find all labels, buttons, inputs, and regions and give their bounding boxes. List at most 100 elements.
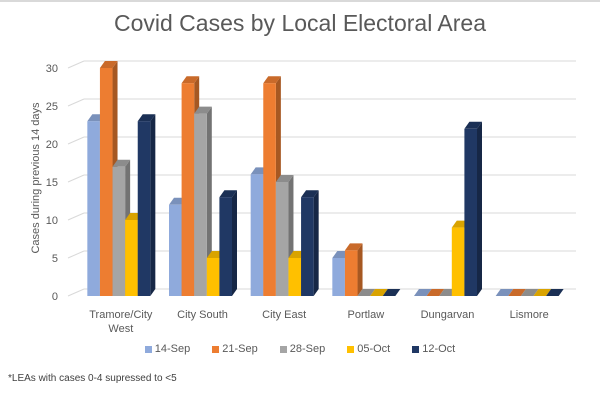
- bar: [464, 121, 482, 296]
- legend: 14-Sep 21-Sep 28-Sep 05-Oct 12-Oct: [0, 343, 600, 355]
- y-tick-label: 20: [46, 139, 58, 151]
- bar-front: [288, 258, 302, 296]
- bar-top: [382, 289, 401, 296]
- bar: [357, 289, 376, 296]
- bar-front: [206, 258, 220, 296]
- bar-top: [495, 289, 514, 296]
- bar: [533, 289, 552, 296]
- legend-label: 21-Sep: [222, 343, 258, 355]
- gridline-side: [67, 136, 85, 145]
- legend-item: 05-Oct: [347, 343, 390, 355]
- x-category-label: City South: [177, 309, 228, 321]
- bar: [370, 289, 388, 296]
- legend-item: 21-Sep: [212, 343, 258, 355]
- bar-front: [275, 182, 289, 296]
- bar-top: [520, 289, 539, 296]
- gridline-side: [67, 288, 85, 297]
- bar-top: [357, 289, 376, 296]
- y-tick-label: 30: [46, 63, 58, 75]
- bar: [382, 289, 401, 296]
- y-tick-label: 10: [46, 215, 58, 227]
- bars: [87, 61, 564, 296]
- legend-item: 14-Sep: [144, 343, 191, 355]
- bar: [344, 243, 363, 296]
- bar-top: [275, 175, 294, 182]
- gridline-side: [67, 98, 85, 107]
- legend-label: 12-Oct: [422, 343, 456, 355]
- bar: [194, 106, 212, 296]
- bar-front: [112, 166, 126, 296]
- bar-top: [546, 289, 564, 296]
- legend-label: 28-Sep: [289, 343, 326, 355]
- bar-front: [87, 121, 100, 296]
- bar-front: [301, 197, 314, 296]
- bar-front: [194, 113, 207, 296]
- bar-top: [194, 106, 212, 114]
- y-axis-label: Cases during previous 14 days: [30, 102, 42, 254]
- y-tick-label: 25: [46, 101, 58, 113]
- gridline-side: [67, 174, 85, 183]
- x-category-label: West: [108, 323, 133, 335]
- y-tick-label: 5: [52, 253, 58, 265]
- bar: [546, 289, 564, 296]
- y-tick-label: 15: [46, 177, 58, 189]
- bar-top: [344, 243, 363, 251]
- bar: [426, 289, 445, 296]
- bar-top: [370, 289, 388, 296]
- bar-top: [137, 114, 156, 122]
- bar-front: [263, 83, 276, 296]
- x-category-label: Lismore: [510, 309, 549, 321]
- x-category-label: Tramore/City: [89, 309, 153, 321]
- chart-title: Covid Cases by Local Electoral Area: [113, 10, 487, 36]
- legend-item: 12-Oct: [412, 343, 455, 355]
- bar-front: [332, 258, 345, 296]
- legend-label: 14-Sep: [154, 343, 191, 355]
- bar-side: [313, 190, 319, 296]
- bar-top: [533, 289, 552, 296]
- y-axis-ticks: 0 5 10 15 20 25 30: [46, 63, 58, 303]
- bar-front: [137, 121, 151, 296]
- bar-front: [219, 197, 232, 296]
- bar-top: [263, 76, 281, 84]
- legend-swatch: [412, 345, 420, 353]
- bar: [414, 289, 432, 296]
- gridlines: [67, 60, 576, 297]
- gridline-side: [67, 212, 85, 221]
- gridline-side: [67, 250, 85, 259]
- gridline-side: [67, 60, 85, 69]
- bar-chart: 0 5 10 15 20 25 30 Cases during previous 14 da…: [30, 60, 576, 335]
- legend-item: 28-Sep: [279, 343, 326, 355]
- bar-front: [99, 68, 113, 296]
- x-category-label: City East: [262, 309, 306, 321]
- top-border: [0, 0, 600, 2]
- x-axis-categories: Tramore/City West City South City East Portl…: [89, 309, 548, 335]
- bar-top: [219, 190, 237, 198]
- bar: [495, 289, 514, 296]
- bar-side: [206, 106, 212, 296]
- bar: [137, 114, 156, 296]
- bar-side: [357, 243, 363, 296]
- legend-swatch: [347, 345, 355, 353]
- bar-front: [250, 174, 264, 296]
- bar-top: [181, 76, 200, 84]
- bar: [219, 190, 237, 296]
- legend-label: 05-Oct: [357, 343, 391, 355]
- legend-swatch: [212, 345, 220, 353]
- y-tick-label: 0: [52, 291, 58, 303]
- bar: [520, 289, 539, 296]
- bar-top: [99, 61, 118, 68]
- bar-front: [344, 250, 358, 296]
- bar-side: [150, 114, 156, 296]
- bar-top: [508, 289, 526, 296]
- x-category-label: Portlaw: [347, 309, 384, 321]
- x-category-label: Dungarvan: [421, 309, 475, 321]
- bar-top: [301, 190, 319, 198]
- bar-top: [414, 289, 432, 296]
- bar-side: [232, 190, 237, 296]
- bar-front: [464, 128, 477, 296]
- bar-top: [112, 159, 131, 167]
- bar-front: [125, 220, 138, 296]
- bar: [508, 289, 526, 296]
- footnote: *LEAs with cases 0-4 supressed to <5: [8, 373, 177, 384]
- bar-front: [181, 83, 195, 296]
